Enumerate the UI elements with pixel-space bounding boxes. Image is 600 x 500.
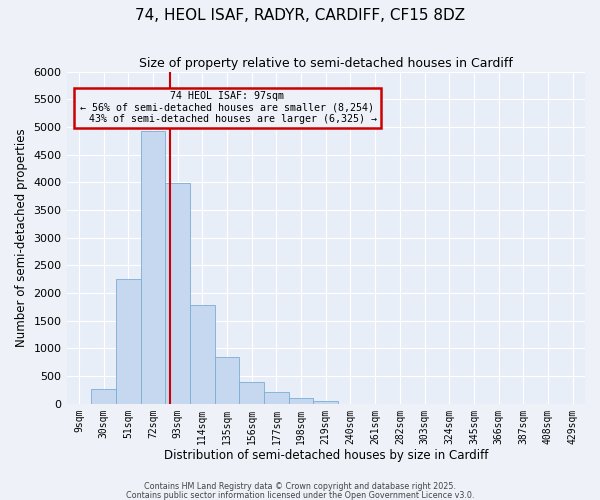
- Bar: [140, 131, 165, 404]
- X-axis label: Distribution of semi-detached houses by size in Cardiff: Distribution of semi-detached houses by …: [164, 450, 488, 462]
- Text: Contains public sector information licensed under the Open Government Licence v3: Contains public sector information licen…: [126, 490, 474, 500]
- Bar: [313, 400, 338, 404]
- Title: Size of property relative to semi-detached houses in Cardiff: Size of property relative to semi-detach…: [139, 58, 513, 70]
- Text: Contains HM Land Registry data © Crown copyright and database right 2025.: Contains HM Land Registry data © Crown c…: [144, 482, 456, 491]
- Bar: [264, 392, 289, 404]
- Text: 74, HEOL ISAF, RADYR, CARDIFF, CF15 8DZ: 74, HEOL ISAF, RADYR, CARDIFF, CF15 8DZ: [135, 8, 465, 22]
- Y-axis label: Number of semi-detached properties: Number of semi-detached properties: [15, 128, 28, 347]
- Bar: [165, 184, 190, 404]
- Bar: [289, 398, 313, 404]
- Bar: [215, 358, 239, 404]
- Text: 74 HEOL ISAF: 97sqm     
← 56% of semi-detached houses are smaller (8,254)
  43%: 74 HEOL ISAF: 97sqm ← 56% of semi-detach…: [77, 91, 377, 124]
- Bar: [239, 382, 264, 404]
- Bar: [190, 304, 215, 404]
- Bar: [91, 389, 116, 404]
- Bar: [116, 278, 140, 404]
